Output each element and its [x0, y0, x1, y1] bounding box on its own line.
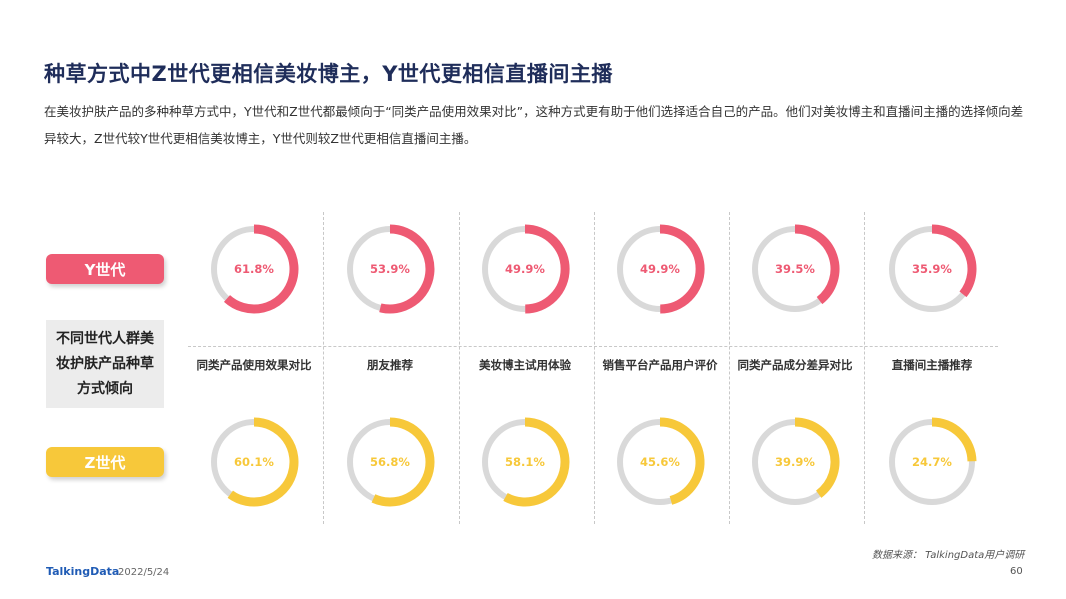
- group-label: 不同世代人群美妆护肤产品种草方式倾向: [46, 320, 164, 408]
- data-source: 数据来源： TalkingData用户调研: [872, 550, 1025, 561]
- page-description: 在美妆护肤产品的多种种草方式中，Y世代和Z世代都最倾向于“同类产品使用效果对比”…: [44, 104, 1024, 146]
- category-label: 直播间主播推荐: [891, 358, 973, 372]
- y-donut-arc: [223, 224, 299, 314]
- y-donut-arc: [524, 224, 570, 314]
- z-donut-arc: [371, 417, 435, 507]
- z-donut-arc: [931, 417, 977, 462]
- column-divider: [459, 212, 460, 524]
- category-label: 同类产品成分差异对比: [737, 358, 853, 372]
- y-donut-arc: [794, 224, 840, 305]
- z-donut-value-label: 24.7%: [912, 455, 952, 469]
- z-generation-badge: Z世代: [46, 447, 164, 477]
- category-label: 销售平台产品用户评价: [602, 358, 718, 372]
- y-donut-value-label: 49.9%: [505, 262, 545, 276]
- z-donut-value-label: 60.1%: [234, 455, 274, 469]
- column-divider: [729, 212, 730, 524]
- category-label: 同类产品使用效果对比: [196, 358, 312, 372]
- category-label: 美妆博主试用体验: [479, 358, 571, 372]
- z-donut-value-label: 45.6%: [640, 455, 680, 469]
- y-donut-value-label: 35.9%: [912, 262, 952, 276]
- y-donut-value-label: 61.8%: [234, 262, 274, 276]
- category-label: 朋友推荐: [367, 358, 413, 372]
- z-donut-value-label: 58.1%: [505, 455, 545, 469]
- column-divider: [864, 212, 865, 524]
- z-donut-value-label: 56.8%: [370, 455, 410, 469]
- report-date: 2022/5/24: [118, 567, 170, 578]
- y-donut-value-label: 39.5%: [775, 262, 815, 276]
- z-donut-value-label: 39.9%: [775, 455, 815, 469]
- y-donut-arc: [659, 224, 705, 314]
- z-donut-arc: [227, 417, 299, 507]
- y-donut-arc: [931, 224, 977, 298]
- column-divider: [323, 212, 324, 524]
- row-divider: [188, 346, 998, 347]
- y-donut-value-label: 49.9%: [640, 262, 680, 276]
- y-donut-value-label: 53.9%: [370, 262, 410, 276]
- talkingdata-logo: TalkingData: [46, 565, 120, 578]
- z-donut-arc: [659, 417, 705, 505]
- column-divider: [594, 212, 595, 524]
- y-donut-arc: [379, 224, 435, 314]
- y-generation-badge: Y世代: [46, 254, 164, 284]
- z-donut-arc: [794, 417, 840, 498]
- page-title: 种草方式中Z世代更相信美妆博主，Y世代更相信直播间主播: [44, 62, 613, 86]
- z-donut-arc: [503, 417, 570, 507]
- page-number: 60: [1010, 566, 1023, 577]
